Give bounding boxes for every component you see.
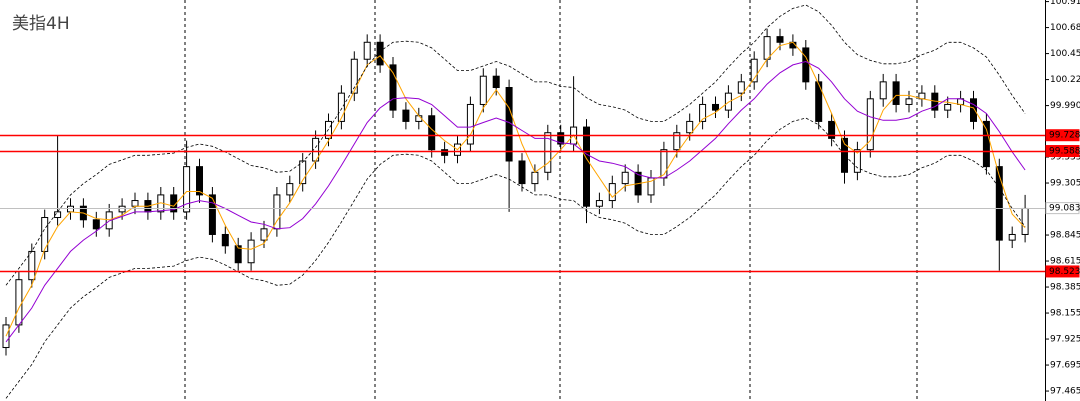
level-label-box — [1045, 129, 1080, 142]
candle-body — [750, 58, 758, 83]
candle-body — [815, 81, 823, 122]
level-label-box — [1045, 202, 1080, 215]
candle-body — [183, 166, 191, 213]
candle-body — [208, 194, 216, 235]
candle-body — [866, 98, 874, 151]
candle-body — [595, 200, 603, 207]
candle-body — [686, 120, 694, 134]
y-tick-label: 97.925 — [1050, 335, 1080, 345]
candle-body — [828, 120, 836, 139]
candle-body — [712, 103, 719, 111]
y-tick-label: 97.465 — [1050, 387, 1080, 397]
candle-body — [763, 36, 771, 60]
candle-body — [518, 160, 526, 185]
candle-body — [479, 75, 487, 105]
y-tick-label: 99.305 — [1050, 179, 1080, 189]
y-tick-label: 98.615 — [1050, 257, 1080, 267]
candle-body — [337, 92, 345, 122]
candle-body — [583, 126, 590, 207]
y-tick-label: 100.680 — [1050, 23, 1080, 33]
candle-body — [944, 103, 952, 111]
candle-body — [1021, 207, 1029, 235]
candle-body — [557, 132, 565, 145]
candle-body — [196, 166, 203, 196]
candle-body — [389, 64, 397, 111]
candle-body — [544, 132, 552, 173]
candle-body — [15, 279, 23, 326]
candle-body — [54, 211, 62, 219]
candle-body — [699, 103, 707, 122]
level-label: 99.728 — [1049, 131, 1080, 141]
candle-body — [879, 81, 887, 100]
candle-body — [853, 149, 861, 173]
level-label: 99.083 — [1049, 204, 1080, 214]
candle-body — [428, 115, 436, 151]
candle-body — [841, 137, 848, 173]
candle-body — [621, 171, 629, 185]
candle-body — [131, 200, 139, 207]
candle-body — [982, 120, 990, 168]
candle-body — [221, 233, 229, 247]
candle-body — [737, 81, 745, 94]
candle-body — [92, 219, 100, 230]
y-tick-label: 99.535 — [1050, 153, 1080, 163]
y-tick-label: 98.385 — [1050, 283, 1080, 293]
candle-body — [402, 109, 410, 122]
candle-body — [905, 98, 913, 105]
bollinger-band — [5, 117, 1026, 399]
candle-body — [260, 228, 268, 241]
plot-area — [2, 4, 1029, 399]
candle-body — [28, 250, 36, 281]
candle-body — [376, 41, 384, 66]
candle-body — [247, 239, 255, 264]
candle-body — [673, 132, 681, 151]
y-tick-label: 98.845 — [1050, 231, 1080, 241]
candle-body — [441, 149, 449, 156]
level-label-box — [1045, 145, 1080, 158]
candle-body — [118, 205, 126, 213]
candle-body — [350, 58, 358, 94]
y-tick-label: 100.450 — [1050, 49, 1080, 59]
candle-body — [531, 171, 539, 185]
candle-body — [2, 324, 10, 349]
candle-body — [970, 98, 977, 122]
y-tick-label: 98.155 — [1050, 309, 1080, 319]
candle-body — [776, 36, 784, 43]
candle-body — [802, 47, 810, 83]
candle-body — [995, 166, 1003, 241]
bollinger-band — [5, 4, 1026, 286]
candle-body — [67, 205, 74, 213]
level-label-box — [1045, 265, 1080, 278]
y-tick-label: 99.990 — [1050, 101, 1080, 111]
candle-body — [363, 41, 371, 60]
level-label: 98.523 — [1049, 267, 1080, 277]
moving-average — [5, 41, 1026, 337]
chart-title: 美指4H — [12, 14, 70, 34]
candle-body — [608, 183, 616, 202]
y-tick-label: 100.910 — [1050, 0, 1080, 7]
candle-body — [286, 183, 294, 196]
candle-body — [892, 81, 900, 105]
candle-body — [466, 103, 474, 145]
level-label: 99.588 — [1049, 147, 1080, 157]
y-tick-label: 97.695 — [1050, 361, 1080, 371]
candle-body — [1008, 233, 1016, 241]
candle-body — [492, 75, 500, 89]
candle-body — [299, 160, 307, 185]
y-tick-label: 100.220 — [1050, 75, 1080, 85]
candle-body — [234, 245, 242, 264]
